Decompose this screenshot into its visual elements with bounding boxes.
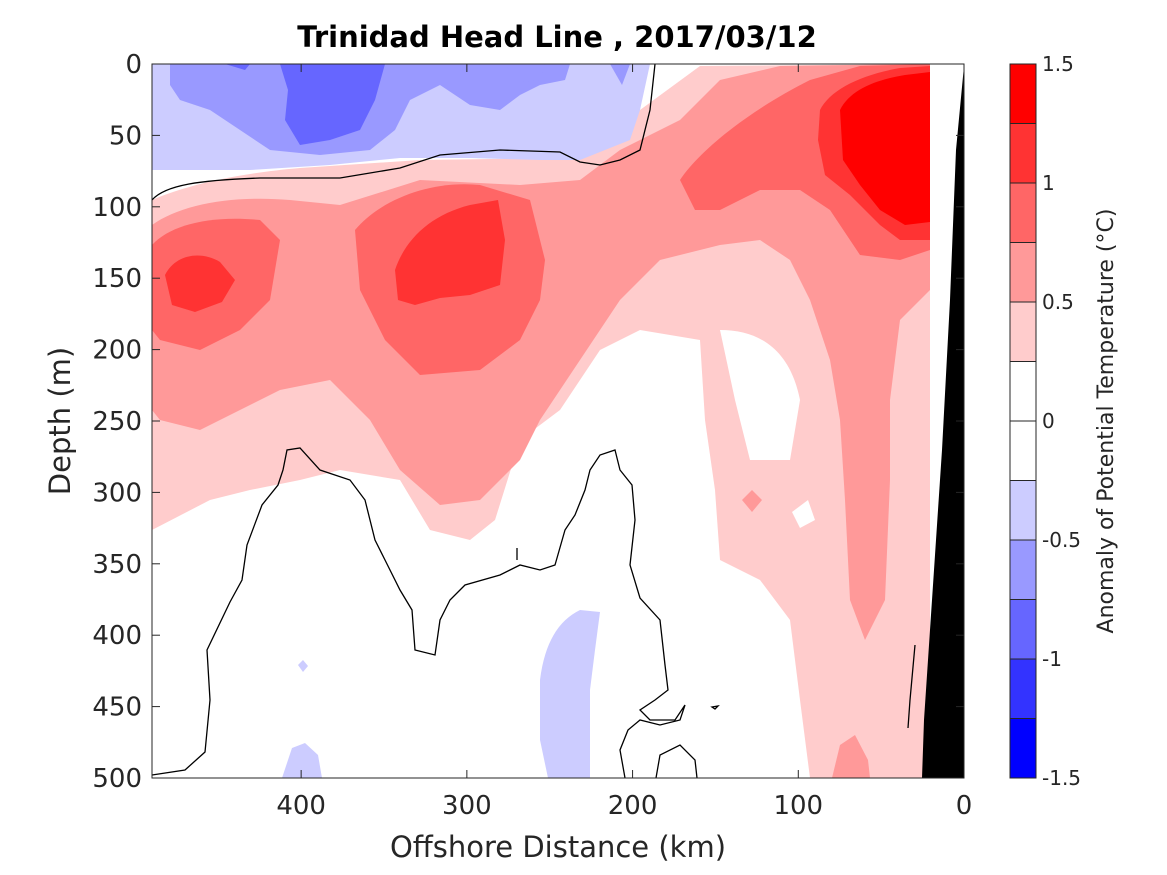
contour-fill-warm-0-5	[152, 64, 930, 640]
x-axis-label: Offshore Distance (km)	[390, 830, 726, 864]
y-tick-label: 250	[92, 407, 142, 437]
contour-fill-cold-deep	[540, 610, 600, 778]
contour-fill-warm-1-0-mid	[395, 200, 505, 305]
contour-fill-cold-0-75	[280, 64, 385, 145]
colorbar-tick-label: -1	[1042, 647, 1062, 671]
contour-fill-cold-0-5-b	[505, 64, 545, 82]
y-tick-label: 500	[92, 764, 142, 794]
y-tick-label: 400	[92, 621, 142, 651]
y-tick-label: 0	[125, 50, 142, 80]
contour-fill-white-hole-1	[720, 330, 800, 460]
colorbar-tick-label: 1.5	[1042, 52, 1074, 76]
x-tick-label: 0	[956, 791, 973, 821]
colorbar-tick-label: -0.5	[1042, 528, 1081, 552]
colorbar-swatch	[1010, 123, 1036, 183]
x-axis: 400 300 200 100 0	[276, 64, 972, 821]
colorbar-swatch	[1010, 480, 1036, 540]
contour-fill-white-hole-2	[792, 500, 815, 528]
colorbar-swatch	[1010, 421, 1036, 481]
y-tick-label: 300	[92, 478, 142, 508]
colorbar-swatch	[1010, 183, 1036, 243]
colorbar-swatch	[1010, 361, 1036, 421]
colorbar-tick-label: 0.5	[1042, 290, 1074, 314]
y-tick-label: 350	[92, 550, 142, 580]
colorbar-swatch	[1010, 659, 1036, 719]
zero-contour-spot	[710, 705, 720, 710]
y-tick-label: 200	[92, 336, 142, 366]
contour-fill-warm-0-5-blob	[742, 490, 762, 512]
colorbar-label: Anomaly of Potential Temperature (°C)	[1094, 209, 1119, 634]
x-tick-label: 400	[276, 791, 326, 821]
contour-fill-warm-1-0-offshore	[165, 255, 235, 312]
x-tick-label: 100	[773, 791, 823, 821]
contour-fill-cold-0-75-b	[225, 64, 250, 70]
zero-contour-deep-left	[152, 447, 686, 778]
colorbar-swatch	[1010, 540, 1036, 600]
y-tick-label: 100	[92, 193, 142, 223]
contour-fill-warm-1-25	[840, 72, 930, 225]
zero-contours	[152, 64, 916, 778]
x-tick-label: 300	[442, 791, 492, 821]
colorbar-swatch	[1010, 718, 1036, 778]
colorbar-swatch	[1010, 302, 1036, 362]
colorbar-swatch	[1010, 599, 1036, 659]
contour-fill-cold-0-5-c	[610, 64, 630, 85]
zero-contour-deep-mid	[655, 744, 698, 778]
y-tick-label: 150	[92, 264, 142, 294]
colorbar-tick-label: 0	[1042, 409, 1055, 433]
colorbar-tick-label: 1	[1042, 171, 1055, 195]
colorbar-swatch	[1010, 242, 1036, 302]
zero-contour-surface	[152, 64, 656, 201]
colorbar-tick-label: -1.5	[1042, 766, 1081, 790]
y-tick-label: 50	[109, 121, 142, 151]
x-tick-label: 200	[608, 791, 658, 821]
contour-fill-warm-0-5-south	[832, 735, 870, 778]
contour-fill-cold-deep-3	[298, 660, 308, 672]
y-axis-label: Depth (m)	[43, 347, 77, 495]
y-axis: 0 50 100 150 200 250 300 350 400 450 500	[92, 50, 964, 794]
contour-field	[152, 64, 964, 778]
chart-title: Trinidad Head Line , 2017/03/12	[297, 20, 817, 54]
colorbar-swatch	[1010, 64, 1036, 124]
zero-contour-near	[907, 644, 916, 729]
seafloor	[922, 66, 964, 778]
y-tick-label: 450	[92, 693, 142, 723]
colorbar: 1.5 1 0.5 0 -0.5 -1 -1.5	[1009, 52, 1081, 790]
contour-fill-cold-deep-2	[282, 743, 322, 778]
